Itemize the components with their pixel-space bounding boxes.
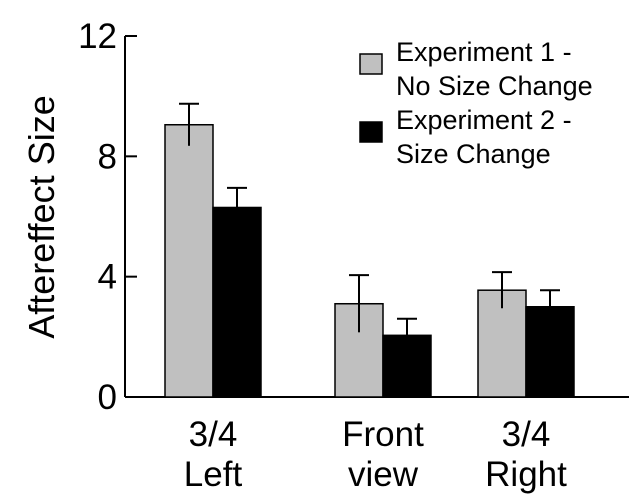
category-label: Right bbox=[485, 455, 567, 494]
y-ticks: 0 4 8 12 bbox=[78, 17, 137, 417]
y-axis-label: Aftereffect Size bbox=[21, 95, 62, 338]
y-tick-label: 12 bbox=[78, 17, 117, 56]
y-tick-label: 8 bbox=[98, 137, 117, 176]
category-label: Left bbox=[184, 455, 243, 494]
category-label: 3/4 bbox=[502, 415, 551, 454]
error-bars bbox=[179, 102, 560, 352]
legend-label: Experiment 2 - bbox=[396, 105, 572, 135]
bar-1-1 bbox=[164, 123, 214, 398]
category-label: 3/4 bbox=[189, 415, 238, 454]
legend-label: No Size Change bbox=[396, 71, 593, 101]
legend-swatch-1 bbox=[359, 53, 383, 75]
bar-2-1 bbox=[212, 206, 262, 398]
legend-label: Size Change bbox=[396, 139, 551, 169]
legend-swatch-2 bbox=[359, 121, 383, 143]
y-tick-label: 0 bbox=[98, 378, 117, 417]
y-tick-label: 4 bbox=[98, 258, 117, 297]
legend: Experiment 1 - No Size Change Experiment 2… bbox=[359, 37, 593, 169]
category-label: Front bbox=[342, 415, 424, 454]
category-label: view bbox=[348, 455, 419, 494]
legend-label: Experiment 1 - bbox=[396, 37, 572, 67]
